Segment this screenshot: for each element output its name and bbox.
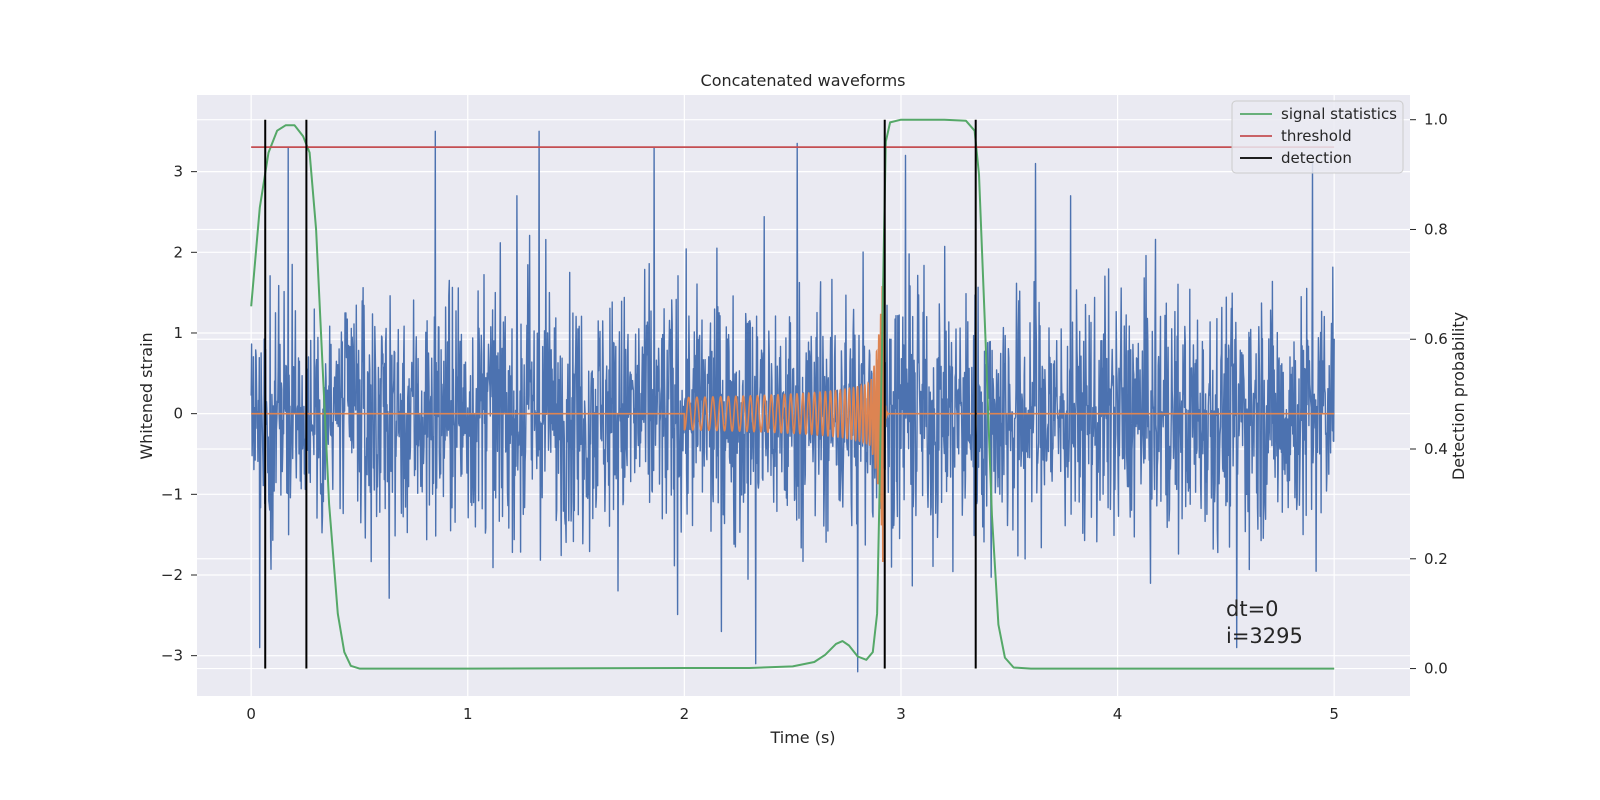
x-tick-label: 1	[463, 705, 473, 723]
annotations: dt=0 i=3295	[1226, 597, 1303, 648]
x-tick-label: 0	[246, 705, 256, 723]
x-axis-label: Time (s)	[769, 728, 835, 747]
chirp-line	[251, 278, 1335, 562]
y-right-tick-label: 0.8	[1424, 220, 1448, 238]
axis-ticks: 0 1 2 3 4 5 −3 −2 −1 0 1 2 3 0.0 0.2 0.4 0.6 0.8 1.0	[161, 111, 1448, 723]
signal-statistics-series	[250, 118, 1335, 670]
chart-title: Concatenated waveforms	[701, 71, 906, 90]
y-left-tick-label: 0	[173, 405, 183, 423]
y-left-tick-label: 1	[173, 324, 183, 342]
y-left-tick-label: 2	[173, 243, 183, 261]
annotation-dt: dt=0	[1226, 597, 1279, 621]
y-left-tick-label: −1	[161, 485, 183, 503]
y-axis-left-label: Whitened strain	[137, 332, 156, 459]
noise-line	[250, 130, 1335, 673]
noise-series	[250, 130, 1335, 673]
legend-label-signal-statistics: signal statistics	[1281, 105, 1397, 123]
legend-label-threshold: threshold	[1281, 127, 1352, 145]
y-right-tick-label: 0.6	[1424, 330, 1448, 348]
y-left-tick-label: 3	[173, 163, 183, 181]
signal-statistics-line	[250, 118, 1335, 670]
chirp-series	[251, 278, 1335, 562]
detection-series	[264, 119, 977, 669]
y-axis-right-label: Detection probability	[1449, 312, 1468, 480]
y-right-tick-label: 1.0	[1424, 111, 1448, 129]
x-tick-label: 4	[1113, 705, 1123, 723]
y-right-tick-label: 0.0	[1424, 660, 1448, 678]
y-left-tick-label: −2	[161, 566, 183, 584]
x-tick-label: 2	[680, 705, 690, 723]
y-left-tick-label: −3	[161, 647, 183, 665]
y-right-tick-label: 0.2	[1424, 550, 1448, 568]
legend-label-detection: detection	[1281, 149, 1352, 167]
annotation-index: i=3295	[1226, 624, 1303, 648]
legend-box	[1231, 100, 1404, 174]
legend: signal statistics threshold detection	[1231, 100, 1404, 174]
x-tick-label: 3	[896, 705, 906, 723]
y-right-tick-label: 0.4	[1424, 440, 1448, 458]
x-tick-label: 5	[1329, 705, 1339, 723]
